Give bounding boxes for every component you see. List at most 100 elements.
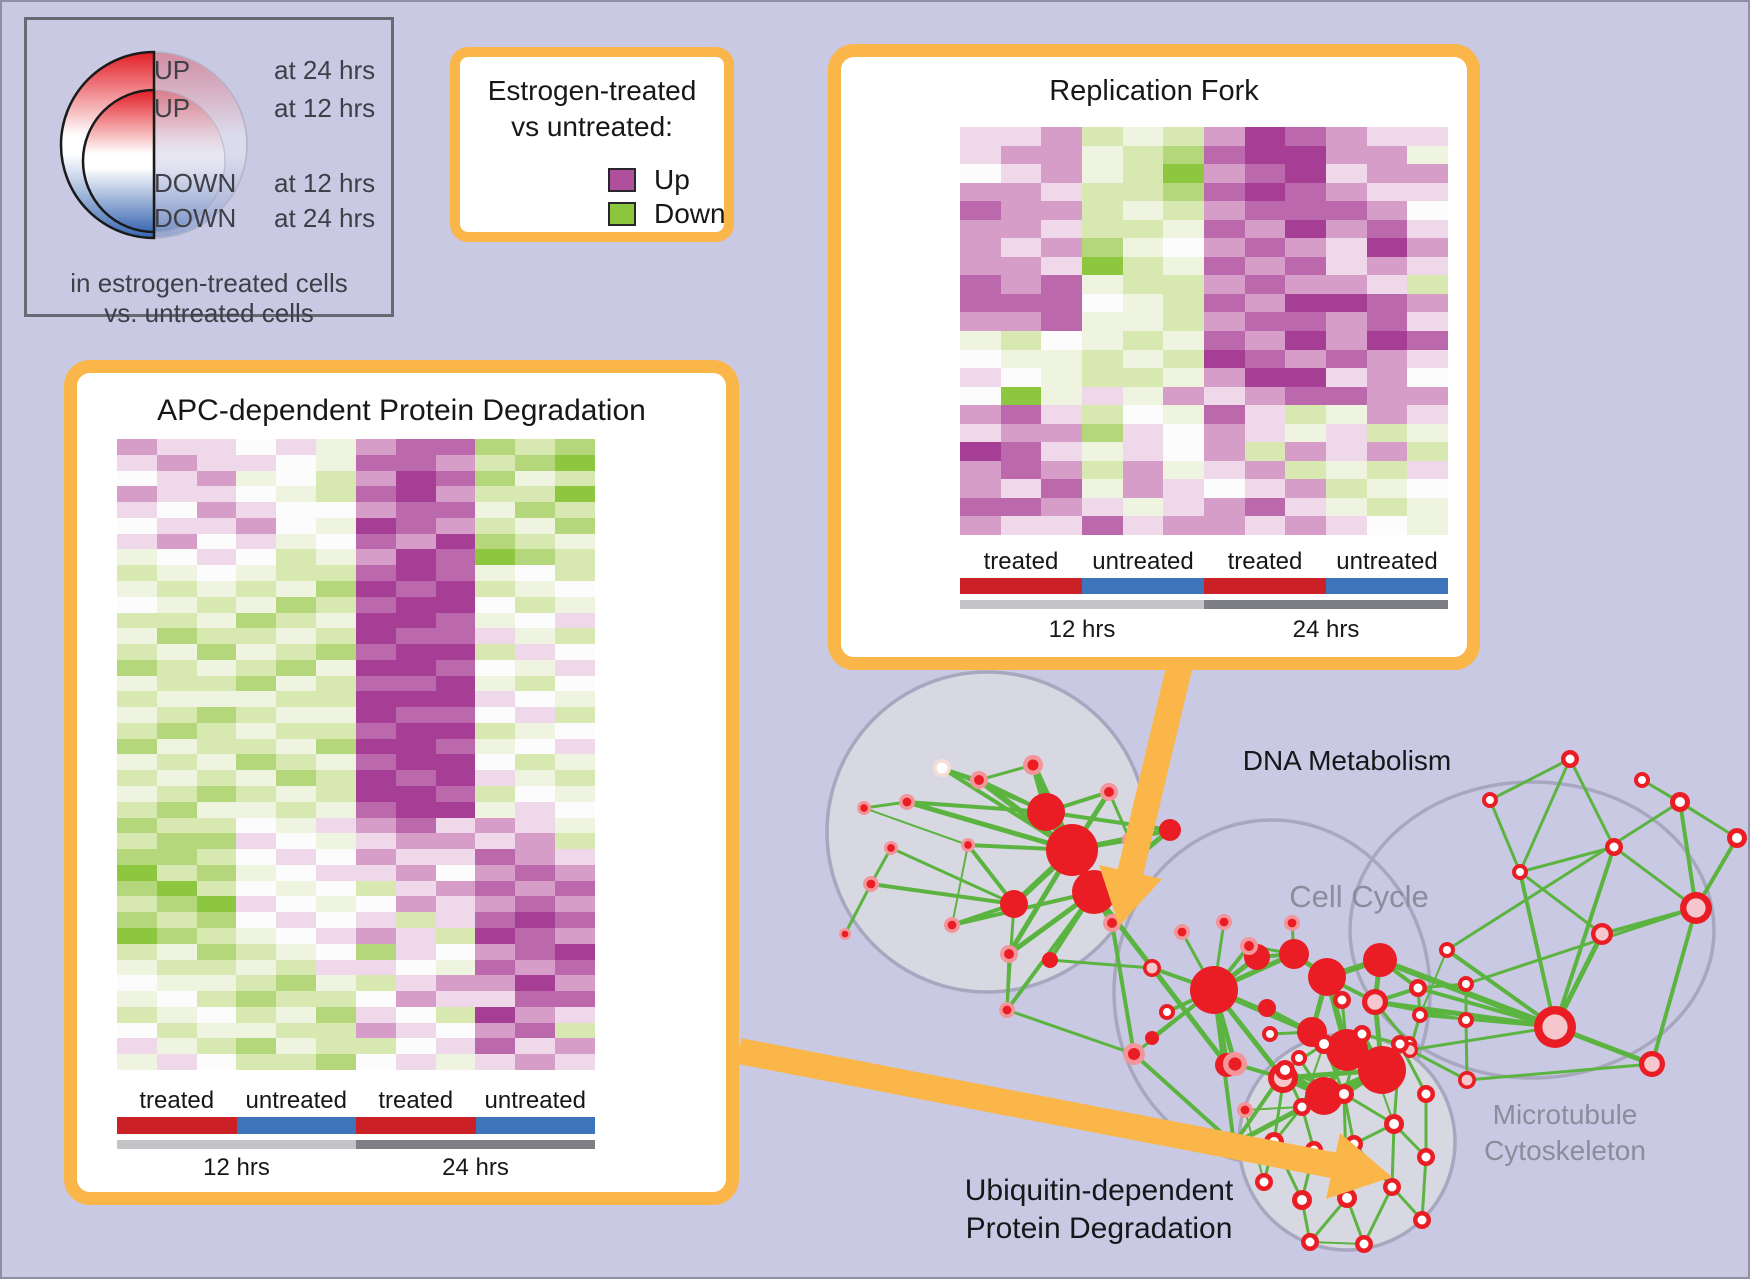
heatmap-cell: [395, 1022, 436, 1039]
heatmap-cell: [1204, 330, 1245, 350]
heatmap-cell: [117, 612, 157, 629]
heatmap-cell: [1163, 460, 1204, 480]
heatmap-cell: [435, 565, 476, 581]
replication-fork-time-labels: 12 hrs 24 hrs: [960, 616, 1448, 643]
heatmap-cell: [1041, 256, 1082, 276]
heatmap-cell: [1285, 423, 1326, 443]
heatmap-cell: [515, 628, 556, 645]
network-node-core: [1319, 1039, 1329, 1049]
heatmap-cell: [1082, 368, 1123, 387]
group-label: treated: [1227, 548, 1303, 575]
heatmap-cell: [555, 864, 595, 881]
network-edge: [1005, 953, 1011, 1011]
heatmap-cell: [316, 533, 356, 550]
heatmap-cell: [355, 975, 396, 992]
heatmap-cell: [117, 912, 157, 929]
heatmap-cell: [395, 896, 436, 913]
heatmap-cell: [515, 644, 556, 660]
heatmap-cell: [475, 959, 516, 976]
heatmap-cell: [1326, 127, 1367, 146]
heatmap-cell: [117, 738, 157, 755]
apc-group-labels: treated untreated treated untreated: [117, 1087, 595, 1114]
heatmap-cell: [196, 1038, 237, 1055]
heatmap-cell: [1000, 423, 1042, 443]
heatmap-cell: [1204, 219, 1245, 239]
heatmap-cell: [395, 1054, 436, 1070]
heatmap-cell: [1366, 349, 1408, 369]
time-group-label: 12 hrs: [203, 1154, 270, 1181]
heatmap-cell: [515, 533, 556, 550]
heatmap-cell: [475, 691, 516, 708]
heatmap-cell: [276, 502, 317, 518]
network-node-core: [1389, 1119, 1399, 1129]
heatmap-cell: [1082, 127, 1123, 146]
heatmap-cell: [395, 991, 436, 1007]
heatmap-cell: [435, 628, 476, 645]
heatmap-cell: [1163, 330, 1204, 350]
ring-legend-line: DOWN at 24 hrs: [27, 203, 391, 233]
heatmap-cell: [1000, 330, 1042, 350]
heatmap-cell: [236, 502, 277, 518]
heatmap-cell: [435, 1022, 476, 1039]
heatmap-cell: [555, 439, 595, 455]
heatmap-cell: [276, 959, 317, 976]
heatmap-cell: [156, 786, 197, 802]
heatmap-cell: [475, 864, 516, 881]
heatmap-cell: [276, 1038, 317, 1055]
cluster-dna: [825, 670, 1149, 994]
heatmap-cell: [156, 959, 197, 976]
heatmap-cell: [1407, 516, 1448, 535]
heatmap-cell: [117, 896, 157, 913]
heatmap-cell: [475, 722, 516, 739]
heatmap-cell: [395, 707, 436, 723]
heatmap-cell: [1163, 368, 1204, 387]
heatmap-cell: [555, 817, 595, 834]
heatmap-cell: [196, 943, 237, 960]
heatmap-cell: [1000, 275, 1042, 294]
heatmap-cell: [1082, 275, 1123, 294]
heatmap-cell: [395, 722, 436, 739]
cluster-label-ub: Ubiquitin-dependent: [965, 1174, 1234, 1207]
network-node: [1308, 958, 1346, 996]
heatmap-cell: [515, 580, 556, 597]
heatmap-cell: [960, 423, 1001, 443]
heatmap-cell: [355, 675, 396, 692]
network-node-core: [1259, 1177, 1269, 1187]
replication-fork-to-dna-metabolism-shaft: [1117, 648, 1196, 878]
apc-treated-untreated-bar: [117, 1117, 595, 1134]
heatmap-cell: [1244, 293, 1286, 313]
network-node-core: [860, 804, 868, 812]
heatmap-cell: [156, 722, 197, 739]
heatmap-cell: [555, 754, 595, 771]
heatmap-cell: [1407, 368, 1448, 387]
heatmap-cell: [117, 470, 157, 487]
heatmap-cell: [316, 565, 356, 581]
heatmap-cell: [1407, 312, 1448, 331]
heatmap-cell: [117, 580, 157, 597]
heatmap-cell: [1326, 368, 1367, 387]
heatmap-cell: [196, 517, 237, 534]
time-label: at 24 hrs: [274, 203, 376, 233]
heatmap-cell: [355, 849, 396, 865]
heatmap-cell: [196, 786, 237, 802]
heatmap-cell: [276, 612, 317, 629]
heatmap-cell: [316, 959, 356, 976]
heatmap-cell: [1000, 442, 1042, 461]
heatmap-cell: [515, 801, 556, 818]
heatmap-cell: [1000, 312, 1042, 331]
heatmap-cell: [1244, 312, 1286, 331]
heatmap-cell: [1082, 145, 1123, 165]
network-node: [1258, 999, 1276, 1017]
heatmap-cell: [475, 1006, 516, 1023]
heatmap-cell: [355, 1054, 396, 1070]
heatmap-cell: [1082, 516, 1123, 535]
heatmap-cell: [515, 549, 556, 566]
heatmap-cell: [1285, 479, 1326, 498]
heatmap-cell: [515, 502, 556, 518]
heatmap-cell: [395, 1006, 436, 1023]
heatmap-cell: [960, 349, 1001, 369]
heatmap-cell: [1407, 164, 1448, 183]
heatmap-cell: [1407, 238, 1448, 257]
heatmap-cell: [435, 786, 476, 802]
heatmap-cell: [1000, 293, 1042, 313]
